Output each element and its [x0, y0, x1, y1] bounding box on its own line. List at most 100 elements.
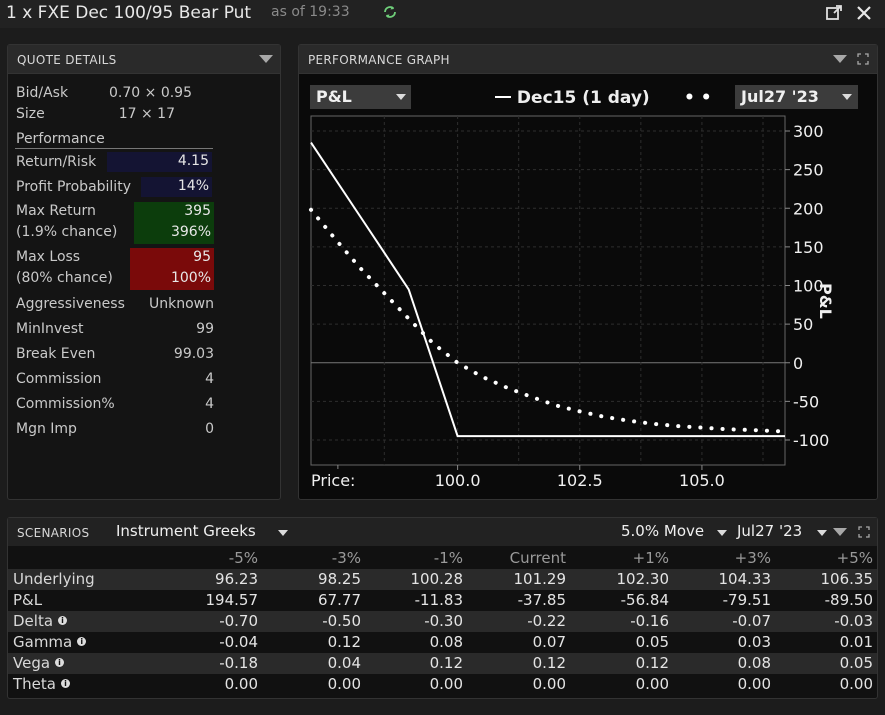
- size-row: Size 17 × 17: [8, 103, 278, 125]
- as-of-timestamp: as of 19:33: [271, 4, 350, 20]
- row-label-text: Gamma: [13, 633, 73, 651]
- legend-dotted-swatch: • •: [684, 88, 712, 108]
- expand-icon[interactable]: [857, 53, 869, 65]
- column-header: +5%: [836, 549, 873, 567]
- scenario-mode-value: Instrument Greeks: [116, 522, 256, 540]
- panel-menu-chevron-down-icon[interactable]: [259, 55, 273, 63]
- scenario-mode-select[interactable]: Instrument Greeks: [116, 522, 288, 542]
- row-label-text: P&L: [13, 591, 43, 609]
- table-cell: 102.30: [616, 570, 670, 588]
- performance-label: Performance: [16, 131, 105, 147]
- column-header: +1%: [632, 549, 669, 567]
- scenarios-column-headers: -5% -3% -1% Current +1% +3% +5%: [8, 548, 877, 569]
- profit-probability-value: 14%: [141, 177, 212, 197]
- table-cell: 0.00: [429, 675, 463, 693]
- performance-chart: 300 250 200 150 100 50 0 -50 -100 100.0 102.5 105.0: [309, 115, 829, 490]
- table-cell: -0.30: [424, 612, 463, 630]
- row-label-text: Vega: [13, 654, 51, 672]
- mininvest-row: MinInvest 99: [8, 318, 278, 340]
- performance-graph-panel: PERFORMANCE GRAPH P&L Dec15 (1 day) • • …: [298, 44, 878, 500]
- y-tick-label: -50: [793, 392, 819, 411]
- column-header: -3%: [331, 549, 361, 567]
- table-cell: 0.00: [532, 675, 566, 693]
- performance-heading: Performance: [8, 128, 278, 150]
- bid-ask-value: 0.70 × 0.95: [109, 85, 192, 101]
- move-select[interactable]: 5.0% Move: [621, 522, 727, 542]
- quote-details-title: QUOTE DETAILS: [17, 53, 117, 67]
- popout-icon[interactable]: [825, 4, 843, 22]
- refresh-icon[interactable]: [382, 4, 398, 20]
- row-label: Underlying: [13, 570, 95, 588]
- info-icon[interactable]: i: [58, 616, 68, 625]
- scenarios-header: SCENARIOS Instrument Greeks 5.0% Move Ju…: [8, 518, 877, 546]
- table-cell: 101.29: [513, 570, 567, 588]
- max-loss-row: Max Loss (80% chance) 95 100%: [8, 248, 280, 290]
- table-cell: -37.85: [517, 591, 566, 609]
- close-icon[interactable]: [855, 4, 873, 22]
- mgn-imp-label: Mgn Imp: [16, 421, 77, 437]
- legend-solid-swatch: [495, 96, 511, 98]
- scenarios-expand-icon[interactable]: [858, 526, 870, 538]
- row-label: Vega i: [13, 654, 65, 672]
- table-cell: -11.83: [414, 591, 463, 609]
- table-cell: 0.12: [327, 633, 361, 651]
- commission-value: 4: [205, 371, 214, 387]
- table-row: Underlying 96.23 98.25 100.28 101.29 102.30 10…: [8, 569, 877, 590]
- table-cell: -0.07: [732, 612, 771, 630]
- table-cell: 0.00: [224, 675, 258, 693]
- max-loss-label: Max Loss: [16, 249, 81, 265]
- series-line-solid: [310, 142, 785, 438]
- commission-row: Commission 4: [8, 368, 278, 390]
- graph-menu-chevron-down-icon[interactable]: [833, 55, 847, 63]
- table-cell: 100.28: [410, 570, 464, 588]
- metric-select[interactable]: P&L: [310, 85, 411, 109]
- table-cell: 0.03: [737, 633, 771, 651]
- y-tick-label: 150: [793, 238, 824, 257]
- max-return-chance: (1.9% chance): [16, 224, 118, 240]
- move-select-value: 5.0% Move: [621, 522, 705, 540]
- move-select-chevron-down-icon: [717, 530, 727, 536]
- table-cell: 0.07: [532, 633, 566, 651]
- break-even-row: Break Even 99.03: [8, 343, 278, 365]
- row-label-text: Delta: [13, 612, 54, 630]
- column-header: -5%: [228, 549, 258, 567]
- table-cell: 0.00: [737, 675, 771, 693]
- row-label-text: Underlying: [13, 570, 95, 588]
- legend-solid: Dec15 (1 day): [495, 88, 650, 108]
- table-cell: 0.00: [839, 675, 873, 693]
- column-header: Current: [509, 549, 566, 567]
- table-cell: 67.77: [318, 591, 361, 609]
- table-cell: 96.23: [215, 570, 258, 588]
- table-cell: -89.50: [824, 591, 873, 609]
- table-row: Vega i -0.18 0.04 0.12 0.12 0.12 0.08 0.05: [8, 653, 877, 674]
- y-tick-label: 50: [793, 315, 813, 334]
- info-icon[interactable]: i: [60, 679, 70, 688]
- return-risk-label: Return/Risk: [16, 154, 97, 170]
- quote-details-panel: QUOTE DETAILS Bid/Ask 0.70 × 0.95 Size 1…: [7, 44, 281, 500]
- performance-graph-title: PERFORMANCE GRAPH: [308, 53, 450, 67]
- break-even-value: 99.03: [173, 346, 214, 362]
- date-select[interactable]: Jul27 '23: [735, 85, 858, 109]
- scenario-date-select[interactable]: Jul27 '23: [737, 522, 827, 542]
- table-cell: -0.22: [527, 612, 566, 630]
- x-tick-label: 102.5: [557, 471, 603, 490]
- commission-pct-label: Commission%: [16, 396, 115, 412]
- table-cell: -0.70: [219, 612, 258, 630]
- mgn-imp-row: Mgn Imp 0: [8, 418, 278, 440]
- aggressiveness-label: Aggressiveness: [16, 296, 125, 312]
- scenarios-menu-chevron-down-icon[interactable]: [833, 528, 847, 536]
- max-return-row: Max Return (1.9% chance) 395 396%: [8, 202, 280, 244]
- commission-label: Commission: [16, 371, 102, 387]
- table-cell: 0.05: [635, 633, 669, 651]
- mininvest-value: 99: [196, 321, 214, 337]
- info-icon[interactable]: i: [77, 637, 87, 646]
- table-row: Theta i 0.00 0.00 0.00 0.00 0.00 0.00 0.00: [8, 674, 877, 695]
- size-value: 17 × 17: [118, 106, 175, 122]
- table-cell: 98.25: [318, 570, 361, 588]
- table-cell: -0.18: [219, 654, 258, 672]
- table-cell: 0.00: [635, 675, 669, 693]
- info-icon[interactable]: i: [55, 658, 65, 667]
- window-title: 1 x FXE Dec 100/95 Bear Put: [6, 3, 252, 23]
- x-tick-label: 105.0: [679, 471, 725, 490]
- table-cell: -79.51: [722, 591, 771, 609]
